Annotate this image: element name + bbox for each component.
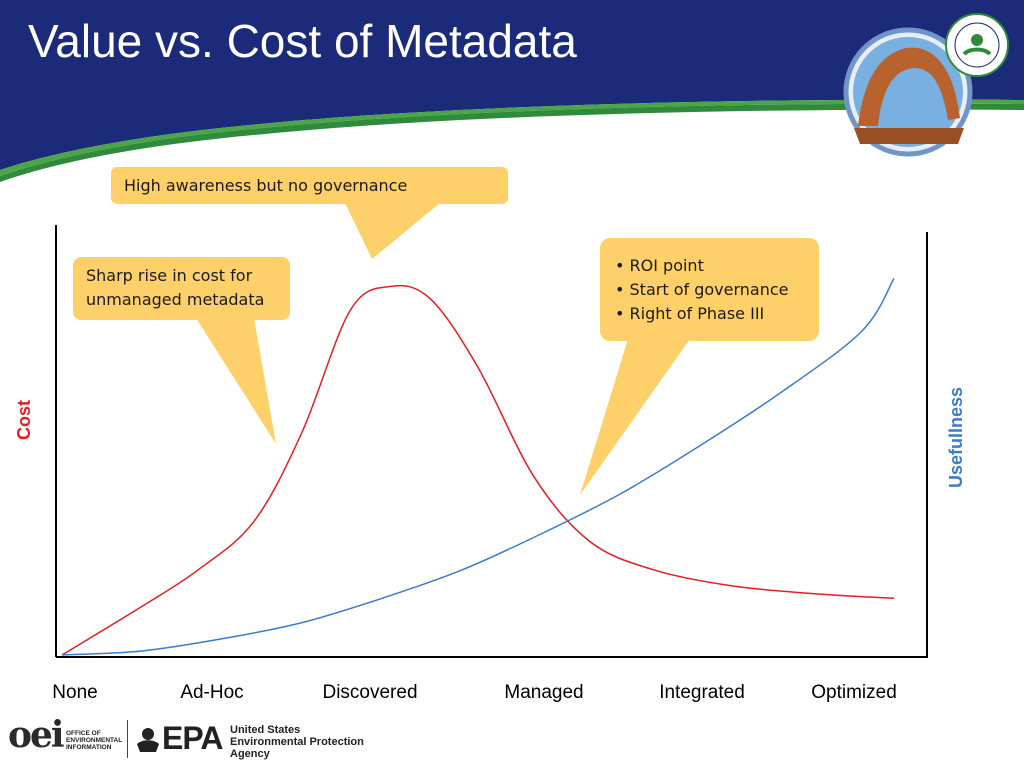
- callout-right-line3: • Right of Phase III: [615, 304, 765, 323]
- oei-text: OFFICE OF ENVIRONMENTAL INFORMATION: [66, 730, 122, 751]
- x-tick-label-ad-hoc: Ad-Hoc: [180, 682, 244, 703]
- callout-right: [580, 238, 819, 495]
- epa-seal-icon: [945, 13, 1009, 77]
- footer-divider: [127, 720, 128, 758]
- callout-right-line2: • Start of governance: [615, 280, 789, 299]
- callout-left-line2: unmanaged metadata: [86, 290, 265, 309]
- arch-photo-emblem: [843, 27, 973, 157]
- epa-text: United States Environmental Protection A…: [230, 724, 364, 760]
- oei-line3: INFORMATION: [66, 744, 112, 751]
- header-band: [0, 0, 1024, 182]
- epa-line3: Agency: [230, 748, 270, 760]
- callout-left-line1: Sharp rise in cost for: [86, 266, 253, 285]
- callout-right-text: • ROI point • Start of governance • Righ…: [615, 254, 788, 326]
- epa-mark: EPA: [162, 720, 223, 756]
- callout-left-text: Sharp rise in cost for unmanaged metadat…: [86, 264, 264, 312]
- x-tick-label-none: None: [52, 682, 98, 703]
- oei-line2: ENVIRONMENTAL: [66, 737, 123, 744]
- oei-line1: OFFICE OF: [66, 730, 101, 737]
- series-line-cost: [61, 284, 895, 656]
- epa-line2: Environmental Protection: [230, 736, 364, 748]
- x-tick-label-optimized: Optimized: [811, 682, 897, 703]
- footer-logos: oei OFFICE OF ENVIRONMENTAL INFORMATION …: [8, 712, 368, 762]
- callout-right-line1: • ROI point: [615, 256, 704, 275]
- x-tick-label-integrated: Integrated: [659, 682, 745, 703]
- epa-line1: United States: [230, 724, 301, 736]
- oei-logo: oei: [8, 714, 65, 756]
- x-tick-label-managed: Managed: [504, 682, 584, 703]
- callout-left: [73, 257, 290, 444]
- y-left-axis-label: Cost: [14, 400, 34, 440]
- epa-flower-icon: [137, 728, 159, 752]
- series-line-usefullness: [61, 277, 895, 656]
- callout-top: [111, 167, 508, 259]
- y-right-axis-label: Usefullness: [946, 386, 966, 488]
- slide-title: Value vs. Cost of Metadata: [28, 15, 577, 67]
- x-tick-label-discovered: Discovered: [322, 682, 418, 703]
- callout-top-text: High awareness but no governance: [124, 176, 408, 195]
